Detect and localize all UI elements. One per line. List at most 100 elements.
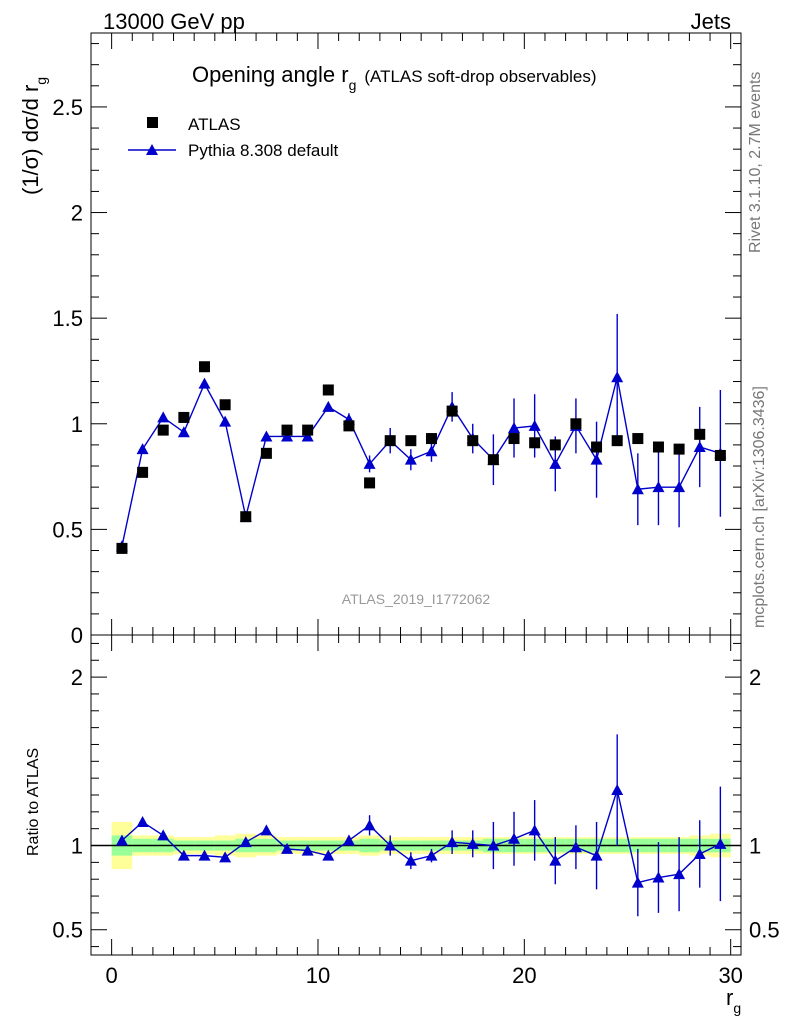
atlas-point xyxy=(632,433,644,445)
atlas-point xyxy=(694,428,706,440)
atlas-point xyxy=(260,447,272,459)
ratio-point xyxy=(281,842,294,854)
ratio-point xyxy=(652,871,665,883)
pythia-point xyxy=(157,411,170,423)
ratio-y-tick-label: 2 xyxy=(71,665,83,690)
x-tick-label: 30 xyxy=(718,963,742,988)
ratio-point xyxy=(342,834,355,846)
atlas-point xyxy=(405,435,417,447)
atlas-point xyxy=(384,435,396,447)
chart-title-extra: (ATLAS soft-drop observables) xyxy=(364,67,596,86)
ratio-point xyxy=(425,849,438,861)
ratio-point xyxy=(590,849,603,861)
atlas-point xyxy=(529,437,541,449)
side-text-top: Rivet 3.1.10, 2.7M events xyxy=(747,72,764,253)
ratio-y-label: Ratio to ATLAS xyxy=(25,748,42,856)
atlas-point xyxy=(549,439,561,451)
pythia-point xyxy=(219,415,232,427)
ratio-point xyxy=(115,834,128,846)
pythia-point xyxy=(631,483,644,495)
y-tick-label: 1.5 xyxy=(52,306,83,331)
header-right: Jets xyxy=(691,9,731,34)
pythia-point xyxy=(281,430,294,442)
ratio-point xyxy=(198,849,211,861)
legend-pythia-label: Pythia 8.308 default xyxy=(188,141,339,160)
chart-title-main: Opening angle r xyxy=(192,62,349,87)
pythia-point xyxy=(363,457,376,469)
ratio-y-tick-label: 1 xyxy=(71,834,83,859)
atlas-point xyxy=(591,441,603,453)
x-axis-label-main: r xyxy=(726,985,733,1010)
atlas-point xyxy=(343,420,355,432)
pythia-point xyxy=(136,443,149,455)
ratio-point xyxy=(363,819,376,831)
ratio-point xyxy=(569,841,582,853)
ratio-y-tick-label: 0.5 xyxy=(52,918,83,943)
pythia-point xyxy=(611,371,624,383)
ratio-point xyxy=(466,837,479,849)
ratio-y-tick-label-right: 1 xyxy=(749,834,761,859)
legend-atlas-label: ATLAS xyxy=(188,115,241,134)
atlas-point xyxy=(178,411,190,423)
y-tick-label-cut: 0 xyxy=(71,623,83,648)
pythia-point xyxy=(177,426,190,438)
ratio-point xyxy=(549,854,562,866)
ratio-point xyxy=(384,839,397,851)
pythia-point xyxy=(590,453,603,465)
ratio-point xyxy=(611,783,624,795)
pythia-point xyxy=(198,377,211,389)
atlas-point xyxy=(240,511,252,523)
atlas-point xyxy=(364,477,376,489)
x-tick-label: 0 xyxy=(106,963,118,988)
y-axis-label: (1/σ) dσ/d rg xyxy=(18,77,49,195)
ratio-point xyxy=(487,839,500,851)
y-tick-label: 2.5 xyxy=(52,95,83,120)
chart-watermark: ATLAS_2019_I1772062 xyxy=(342,591,491,607)
pythia-point xyxy=(693,441,706,453)
chart-title-sub: g xyxy=(349,77,357,93)
atlas-point xyxy=(157,424,169,436)
ratio-y-tick-label-right: 0.5 xyxy=(749,918,780,943)
ratio-point xyxy=(508,832,521,844)
atlas-point xyxy=(116,542,128,554)
atlas-point xyxy=(302,424,314,436)
y-tick-label: 2 xyxy=(71,201,83,226)
y-axis-label-sub: g xyxy=(33,77,49,85)
atlas-point xyxy=(322,384,334,396)
ratio-y-tick-label-right: 2 xyxy=(749,665,761,690)
ratio-point xyxy=(219,851,232,863)
atlas-point xyxy=(467,435,479,447)
y-tick-label: 1 xyxy=(71,412,83,437)
ratio-plot: 0 10 20 30 0.5 0.5 1 1 2 2 xyxy=(52,634,780,988)
pythia-point xyxy=(508,421,521,433)
pythia-point xyxy=(528,419,541,431)
atlas-point xyxy=(714,449,726,461)
pythia-line xyxy=(121,377,721,547)
ratio-point xyxy=(528,824,541,836)
ratio-point xyxy=(157,829,170,841)
legend-pythia-marker xyxy=(146,144,158,155)
ratio-point xyxy=(260,824,273,836)
ratio-point xyxy=(301,844,314,856)
ratio-point xyxy=(136,815,149,827)
chart-title: Opening angle rg (ATLAS soft-drop observa… xyxy=(192,62,596,93)
ratio-point xyxy=(673,868,686,880)
ratio-point xyxy=(177,849,190,861)
atlas-point xyxy=(198,361,210,373)
ratio-line xyxy=(121,787,721,884)
x-axis-label-sub: g xyxy=(733,1000,741,1016)
pythia-point xyxy=(404,453,417,465)
x-tick-label: 20 xyxy=(512,963,536,988)
pythia-point xyxy=(425,445,438,457)
ratio-point xyxy=(714,837,727,849)
y-axis-label-main: (1/σ) dσ/d r xyxy=(18,85,43,195)
atlas-point xyxy=(219,399,231,411)
atlas-point xyxy=(508,433,520,445)
ratio-point xyxy=(693,847,706,859)
pythia-point xyxy=(549,457,562,469)
atlas-point xyxy=(673,443,685,455)
atlas-point xyxy=(652,441,664,453)
ratio-point xyxy=(446,836,459,848)
atlas-point xyxy=(487,454,499,466)
